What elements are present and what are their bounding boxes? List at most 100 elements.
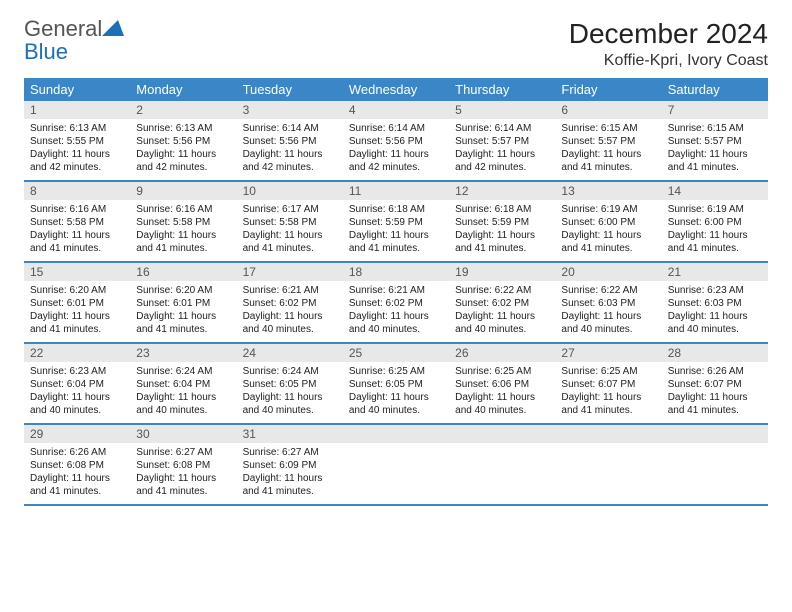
- sunset-line: Sunset: 6:02 PM: [349, 297, 443, 310]
- weeks-container: 1234567Sunrise: 6:13 AMSunset: 5:55 PMDa…: [24, 101, 768, 506]
- day-number: 21: [662, 263, 768, 281]
- sunrise-line: Sunrise: 6:19 AM: [668, 203, 762, 216]
- day-cell: Sunrise: 6:18 AMSunset: 5:59 PMDaylight:…: [343, 200, 449, 261]
- day-cell: Sunrise: 6:21 AMSunset: 6:02 PMDaylight:…: [237, 281, 343, 342]
- daylight-line: Daylight: 11 hours and 41 minutes.: [668, 391, 762, 417]
- sunrise-line: Sunrise: 6:27 AM: [136, 446, 230, 459]
- daylight-line: Daylight: 11 hours and 40 minutes.: [668, 310, 762, 336]
- day-cell: [555, 443, 661, 504]
- sunrise-line: Sunrise: 6:19 AM: [561, 203, 655, 216]
- daylight-line: Daylight: 11 hours and 42 minutes.: [455, 148, 549, 174]
- day-header-monday: Monday: [130, 78, 236, 101]
- logo-triangle-icon: [102, 20, 124, 36]
- sunrise-line: Sunrise: 6:25 AM: [455, 365, 549, 378]
- day-number: 9: [130, 182, 236, 200]
- day-cell: Sunrise: 6:15 AMSunset: 5:57 PMDaylight:…: [662, 119, 768, 180]
- week-row: 15161718192021Sunrise: 6:20 AMSunset: 6:…: [24, 263, 768, 344]
- sunset-line: Sunset: 5:59 PM: [349, 216, 443, 229]
- day-cell: Sunrise: 6:13 AMSunset: 5:56 PMDaylight:…: [130, 119, 236, 180]
- day-number: 20: [555, 263, 661, 281]
- sunrise-line: Sunrise: 6:24 AM: [136, 365, 230, 378]
- sunset-line: Sunset: 5:58 PM: [30, 216, 124, 229]
- day-cell: Sunrise: 6:27 AMSunset: 6:09 PMDaylight:…: [237, 443, 343, 504]
- daylight-line: Daylight: 11 hours and 41 minutes.: [136, 472, 230, 498]
- sunrise-line: Sunrise: 6:17 AM: [243, 203, 337, 216]
- sunrise-line: Sunrise: 6:21 AM: [349, 284, 443, 297]
- day-cell: Sunrise: 6:23 AMSunset: 6:03 PMDaylight:…: [662, 281, 768, 342]
- day-cell: Sunrise: 6:24 AMSunset: 6:04 PMDaylight:…: [130, 362, 236, 423]
- day-cell: Sunrise: 6:21 AMSunset: 6:02 PMDaylight:…: [343, 281, 449, 342]
- sunset-line: Sunset: 5:56 PM: [243, 135, 337, 148]
- sunrise-line: Sunrise: 6:25 AM: [561, 365, 655, 378]
- day-number: 6: [555, 101, 661, 119]
- month-title: December 2024: [569, 18, 768, 50]
- day-number: 11: [343, 182, 449, 200]
- day-number: 22: [24, 344, 130, 362]
- day-header-tuesday: Tuesday: [237, 78, 343, 101]
- daylight-line: Daylight: 11 hours and 41 minutes.: [30, 310, 124, 336]
- day-cell: Sunrise: 6:13 AMSunset: 5:55 PMDaylight:…: [24, 119, 130, 180]
- daylight-line: Daylight: 11 hours and 40 minutes.: [243, 391, 337, 417]
- day-cell: Sunrise: 6:14 AMSunset: 5:56 PMDaylight:…: [237, 119, 343, 180]
- sunset-line: Sunset: 6:07 PM: [561, 378, 655, 391]
- day-number: 18: [343, 263, 449, 281]
- day-number: 25: [343, 344, 449, 362]
- sunrise-line: Sunrise: 6:14 AM: [243, 122, 337, 135]
- day-number: 14: [662, 182, 768, 200]
- day-cell: Sunrise: 6:26 AMSunset: 6:08 PMDaylight:…: [24, 443, 130, 504]
- day-cell: [662, 443, 768, 504]
- day-header-wednesday: Wednesday: [343, 78, 449, 101]
- day-header-friday: Friday: [555, 78, 661, 101]
- day-cell: Sunrise: 6:15 AMSunset: 5:57 PMDaylight:…: [555, 119, 661, 180]
- sunset-line: Sunset: 6:00 PM: [668, 216, 762, 229]
- sunrise-line: Sunrise: 6:26 AM: [30, 446, 124, 459]
- sunset-line: Sunset: 5:59 PM: [455, 216, 549, 229]
- day-headers-row: Sunday Monday Tuesday Wednesday Thursday…: [24, 78, 768, 101]
- daylight-line: Daylight: 11 hours and 41 minutes.: [136, 310, 230, 336]
- day-number: 1: [24, 101, 130, 119]
- day-number: 13: [555, 182, 661, 200]
- week-row: 22232425262728Sunrise: 6:23 AMSunset: 6:…: [24, 344, 768, 425]
- day-number: 16: [130, 263, 236, 281]
- sunrise-line: Sunrise: 6:22 AM: [561, 284, 655, 297]
- sunrise-line: Sunrise: 6:27 AM: [243, 446, 337, 459]
- sunset-line: Sunset: 6:08 PM: [30, 459, 124, 472]
- sunset-line: Sunset: 5:55 PM: [30, 135, 124, 148]
- week-row: 891011121314Sunrise: 6:16 AMSunset: 5:58…: [24, 182, 768, 263]
- sunrise-line: Sunrise: 6:15 AM: [668, 122, 762, 135]
- daylight-line: Daylight: 11 hours and 40 minutes.: [30, 391, 124, 417]
- calendar: Sunday Monday Tuesday Wednesday Thursday…: [24, 78, 768, 506]
- logo-text-blue: Blue: [24, 39, 68, 64]
- daylight-line: Daylight: 11 hours and 42 minutes.: [30, 148, 124, 174]
- day-cell: Sunrise: 6:23 AMSunset: 6:04 PMDaylight:…: [24, 362, 130, 423]
- logo: General Blue: [24, 18, 124, 64]
- day-number: [343, 425, 449, 443]
- daylight-line: Daylight: 11 hours and 41 minutes.: [668, 229, 762, 255]
- sunrise-line: Sunrise: 6:13 AM: [136, 122, 230, 135]
- daylight-line: Daylight: 11 hours and 41 minutes.: [561, 391, 655, 417]
- daylight-line: Daylight: 11 hours and 40 minutes.: [349, 391, 443, 417]
- day-cell: Sunrise: 6:20 AMSunset: 6:01 PMDaylight:…: [24, 281, 130, 342]
- daylight-line: Daylight: 11 hours and 42 minutes.: [136, 148, 230, 174]
- location: Koffie-Kpri, Ivory Coast: [569, 52, 768, 70]
- sunset-line: Sunset: 6:03 PM: [561, 297, 655, 310]
- title-block: December 2024 Koffie-Kpri, Ivory Coast: [569, 18, 768, 70]
- sunset-line: Sunset: 6:01 PM: [136, 297, 230, 310]
- day-header-saturday: Saturday: [662, 78, 768, 101]
- sunset-line: Sunset: 5:57 PM: [561, 135, 655, 148]
- day-cell: Sunrise: 6:18 AMSunset: 5:59 PMDaylight:…: [449, 200, 555, 261]
- daylight-line: Daylight: 11 hours and 41 minutes.: [243, 229, 337, 255]
- day-number: 4: [343, 101, 449, 119]
- sunrise-line: Sunrise: 6:16 AM: [30, 203, 124, 216]
- sunrise-line: Sunrise: 6:21 AM: [243, 284, 337, 297]
- day-number: 23: [130, 344, 236, 362]
- day-number: 17: [237, 263, 343, 281]
- day-cell: [449, 443, 555, 504]
- day-cell: Sunrise: 6:27 AMSunset: 6:08 PMDaylight:…: [130, 443, 236, 504]
- sunrise-line: Sunrise: 6:23 AM: [30, 365, 124, 378]
- sunset-line: Sunset: 6:05 PM: [349, 378, 443, 391]
- day-cell: Sunrise: 6:26 AMSunset: 6:07 PMDaylight:…: [662, 362, 768, 423]
- daylight-line: Daylight: 11 hours and 41 minutes.: [243, 472, 337, 498]
- sunset-line: Sunset: 6:04 PM: [30, 378, 124, 391]
- sunset-line: Sunset: 5:57 PM: [668, 135, 762, 148]
